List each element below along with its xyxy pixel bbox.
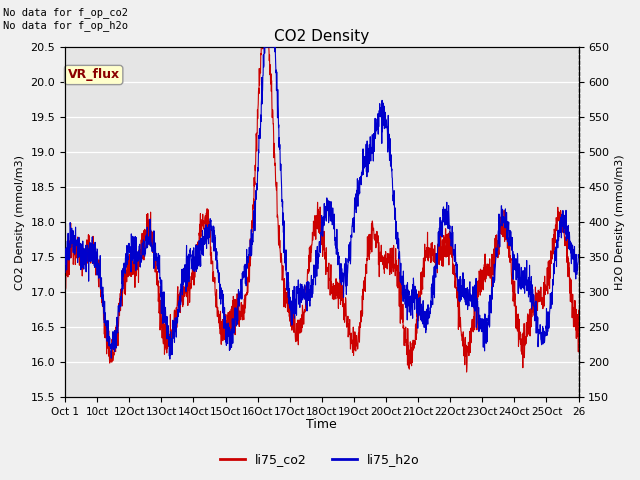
Text: No data for f_op_co2
No data for f_op_h2o: No data for f_op_co2 No data for f_op_h2… bbox=[3, 7, 128, 31]
Y-axis label: H2O Density (mmol/m3): H2O Density (mmol/m3) bbox=[615, 154, 625, 290]
X-axis label: Time: Time bbox=[307, 419, 337, 432]
Title: CO2 Density: CO2 Density bbox=[274, 29, 369, 44]
Y-axis label: CO2 Density (mmol/m3): CO2 Density (mmol/m3) bbox=[15, 155, 25, 289]
Legend: li75_co2, li75_h2o: li75_co2, li75_h2o bbox=[215, 448, 425, 471]
Text: VR_flux: VR_flux bbox=[68, 69, 120, 82]
